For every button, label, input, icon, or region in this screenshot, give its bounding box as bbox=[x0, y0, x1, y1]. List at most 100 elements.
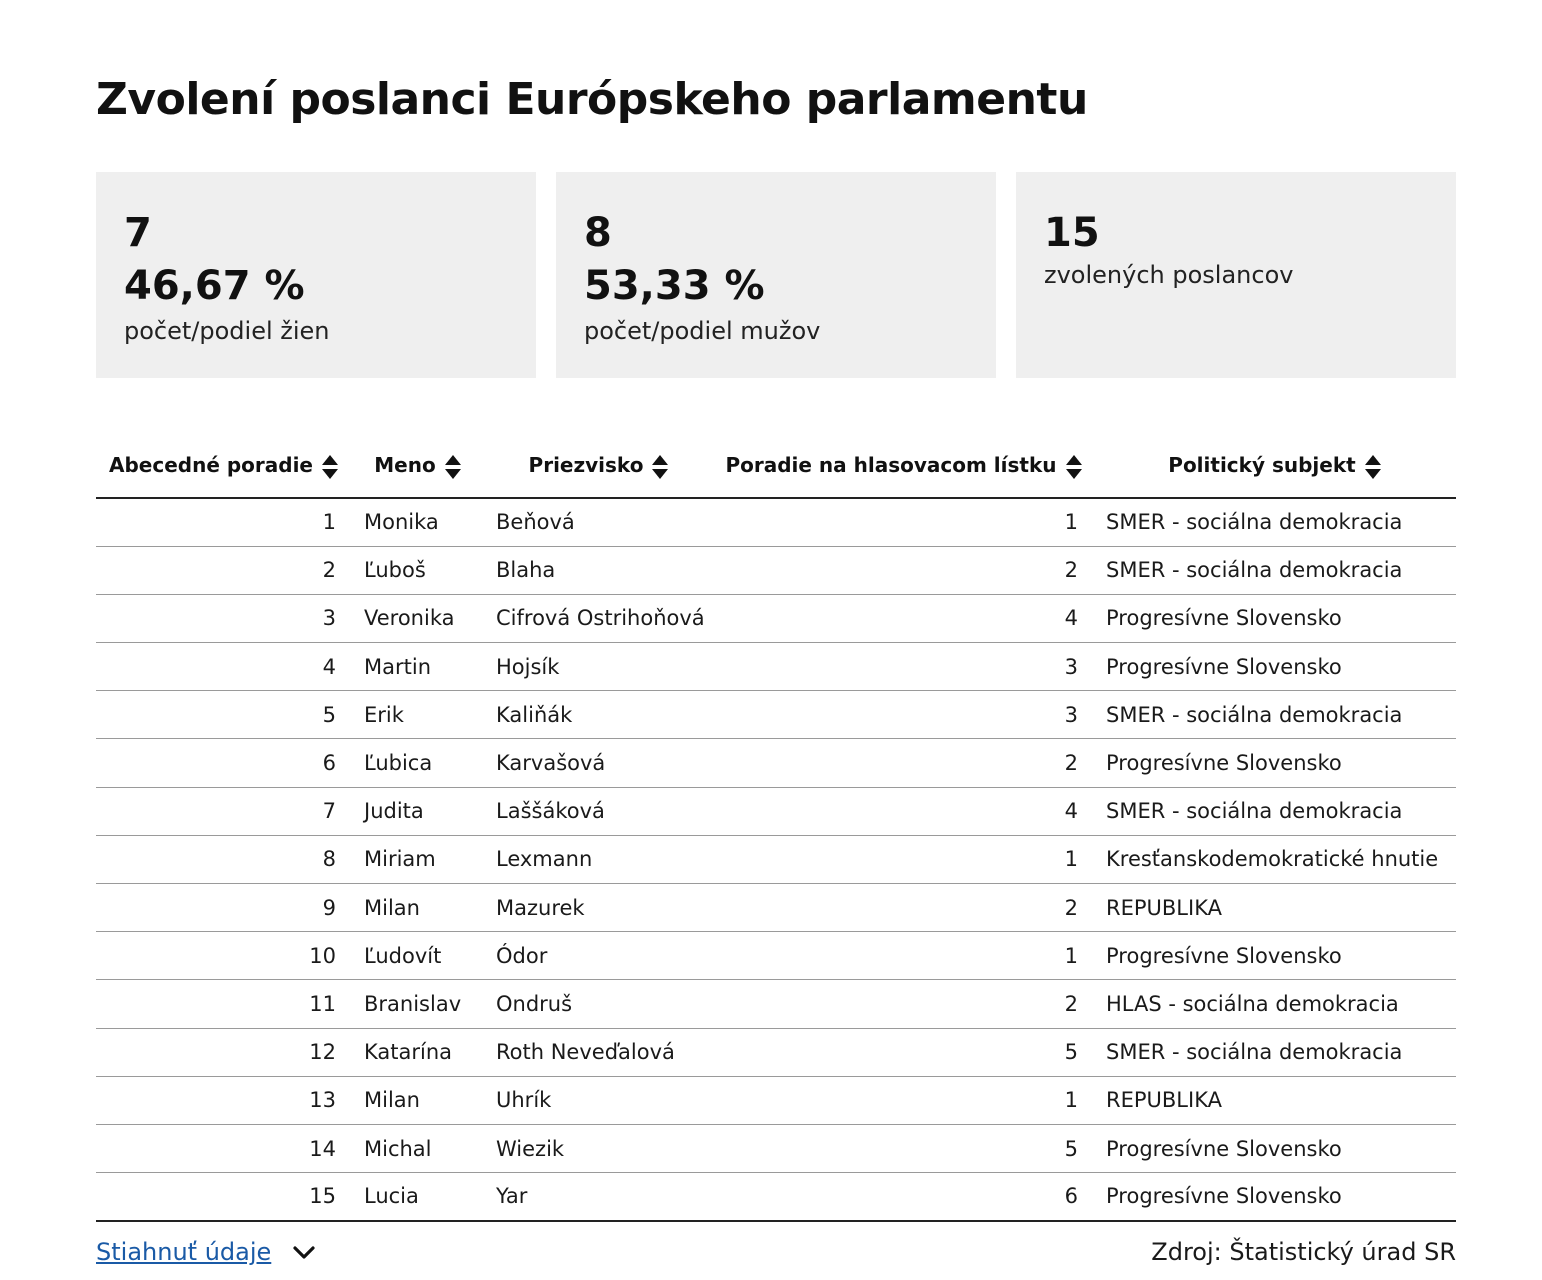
cell-last-name: Ódor bbox=[484, 931, 714, 981]
cell-party: Progresívne Slovensko bbox=[1094, 1124, 1456, 1174]
column-header-order[interactable]: Abecedné poradie bbox=[96, 436, 352, 499]
cell-ballot-order: 2 bbox=[714, 738, 1094, 788]
cell-ballot-order: 1 bbox=[714, 835, 1094, 885]
cell-party: HLAS - sociálna demokracia bbox=[1094, 979, 1456, 1029]
cell-order: 12 bbox=[96, 1028, 352, 1077]
cell-party: SMER - sociálna demokracia bbox=[1094, 787, 1456, 836]
cell-party: Progresívne Slovensko bbox=[1094, 1172, 1456, 1222]
download-data-link[interactable]: Stiahnuť údaje bbox=[96, 1238, 315, 1266]
cell-first-name: Ľudovít bbox=[352, 931, 484, 981]
table-row: 5 Erik Kaliňák 3 SMER - sociálna demokracia bbox=[96, 690, 1456, 740]
cell-ballot-order: 1 bbox=[714, 498, 1094, 547]
table-row: 3 Veronika Cifrová Ostrihoňová 4 Progresívne… bbox=[96, 594, 1456, 644]
column-header-party[interactable]: Politický subjekt bbox=[1094, 436, 1456, 499]
cell-first-name: Michal bbox=[352, 1124, 484, 1174]
column-header-label: Abecedné poradie bbox=[108, 453, 313, 478]
column-header-label: Priezvisko bbox=[528, 453, 644, 478]
sort-updown-icon[interactable] bbox=[651, 454, 669, 480]
cell-last-name: Hojsík bbox=[484, 642, 714, 692]
cell-ballot-order: 2 bbox=[714, 979, 1094, 1029]
stat-count: 7 bbox=[124, 210, 152, 256]
table-row: 13 Milan Uhrík 1 REPUBLIKA bbox=[96, 1076, 1456, 1125]
stat-label: počet/podiel žien bbox=[124, 317, 330, 345]
sort-updown-icon[interactable] bbox=[444, 454, 462, 480]
cell-first-name: Katarína bbox=[352, 1028, 484, 1077]
cell-ballot-order: 5 bbox=[714, 1124, 1094, 1174]
cell-ballot-order: 3 bbox=[714, 690, 1094, 740]
cell-last-name: Laššáková bbox=[484, 787, 714, 836]
table-row: 1 Monika Beňová 1 SMER - sociálna demokracia bbox=[96, 498, 1456, 547]
sort-updown-icon[interactable] bbox=[321, 454, 339, 480]
chevron-down-icon[interactable] bbox=[293, 1238, 315, 1266]
stat-card-men: 8 53,33 % počet/podiel mužov bbox=[556, 172, 996, 378]
table-row: 12 Katarína Roth Neveďalová 5 SMER - sociáln… bbox=[96, 1028, 1456, 1077]
column-header-last-name[interactable]: Priezvisko bbox=[484, 436, 714, 499]
column-header-label: Meno bbox=[374, 453, 436, 478]
cell-party: Progresívne Slovensko bbox=[1094, 594, 1456, 644]
column-header-first-name[interactable]: Meno bbox=[352, 436, 484, 499]
table-row: 6 Ľubica Karvašová 2 Progresívne Slovensko bbox=[96, 738, 1456, 788]
cell-last-name: Lexmann bbox=[484, 835, 714, 885]
table-row: 2 Ľuboš Blaha 2 SMER - sociálna demokracia bbox=[96, 546, 1456, 595]
column-header-ballot-order[interactable]: Poradie na hlasovacom lístku bbox=[714, 436, 1094, 499]
cell-last-name: Yar bbox=[484, 1172, 714, 1222]
cell-ballot-order: 3 bbox=[714, 642, 1094, 692]
table-row: 11 Branislav Ondruš 2 HLAS - sociálna demokr… bbox=[96, 979, 1456, 1029]
stat-card-total: 15 zvolených poslancov bbox=[1016, 172, 1456, 378]
stat-count: 15 bbox=[1044, 210, 1100, 256]
cell-order: 9 bbox=[96, 883, 352, 933]
cell-first-name: Milan bbox=[352, 1076, 484, 1125]
cell-ballot-order: 6 bbox=[714, 1172, 1094, 1222]
table-row: 7 Judita Laššáková 4 SMER - sociálna demokra… bbox=[96, 787, 1456, 836]
cell-last-name: Karvašová bbox=[484, 738, 714, 788]
cell-first-name: Ľuboš bbox=[352, 546, 484, 595]
cell-first-name: Erik bbox=[352, 690, 484, 740]
cell-first-name: Monika bbox=[352, 498, 484, 547]
stat-card-women: 7 46,67 % počet/podiel žien bbox=[96, 172, 536, 378]
stat-count: 8 bbox=[584, 210, 612, 256]
column-header-label: Politický subjekt bbox=[1168, 453, 1356, 478]
cell-first-name: Lucia bbox=[352, 1172, 484, 1222]
sort-updown-icon[interactable] bbox=[1364, 454, 1382, 480]
table-body: 1 Monika Beňová 1 SMER - sociálna demokracia… bbox=[96, 498, 1456, 1222]
cell-first-name: Milan bbox=[352, 883, 484, 933]
table-row: 4 Martin Hojsík 3 Progresívne Slovensko bbox=[96, 642, 1456, 692]
stat-percent: 46,67 % bbox=[124, 263, 305, 309]
source-note: Zdroj: Štatistický úrad SR bbox=[1151, 1238, 1456, 1266]
cell-ballot-order: 4 bbox=[714, 787, 1094, 836]
cell-order: 1 bbox=[96, 498, 352, 547]
cell-order: 8 bbox=[96, 835, 352, 885]
cell-last-name: Uhrík bbox=[484, 1076, 714, 1125]
download-data-label: Stiahnuť údaje bbox=[96, 1238, 272, 1266]
table-row: 8 Miriam Lexmann 1 Kresťanskodemokratické hn… bbox=[96, 835, 1456, 885]
sort-updown-icon[interactable] bbox=[1065, 454, 1083, 480]
cell-order: 10 bbox=[96, 931, 352, 981]
cell-order: 14 bbox=[96, 1124, 352, 1174]
cell-order: 2 bbox=[96, 546, 352, 595]
cell-last-name: Beňová bbox=[484, 498, 714, 547]
cell-order: 13 bbox=[96, 1076, 352, 1125]
cell-first-name: Martin bbox=[352, 642, 484, 692]
cell-ballot-order: 2 bbox=[714, 546, 1094, 595]
cell-party: REPUBLIKA bbox=[1094, 1076, 1456, 1125]
cell-first-name: Branislav bbox=[352, 979, 484, 1029]
cell-last-name: Wiezik bbox=[484, 1124, 714, 1174]
cell-party: Progresívne Slovensko bbox=[1094, 642, 1456, 692]
cell-last-name: Kaliňák bbox=[484, 690, 714, 740]
cell-last-name: Blaha bbox=[484, 546, 714, 595]
table-row: 10 Ľudovít Ódor 1 Progresívne Slovensko bbox=[96, 931, 1456, 981]
cell-party: Progresívne Slovensko bbox=[1094, 738, 1456, 788]
page-title: Zvolení poslanci Európskeho parlamentu bbox=[96, 74, 1088, 125]
cell-first-name: Judita bbox=[352, 787, 484, 836]
cell-order: 7 bbox=[96, 787, 352, 836]
cell-party: Progresívne Slovensko bbox=[1094, 931, 1456, 981]
cell-ballot-order: 2 bbox=[714, 883, 1094, 933]
table-header-row: Abecedné poradie Meno Priezvisko Poradie… bbox=[96, 436, 1456, 499]
results-table-container: Abecedné poradie Meno Priezvisko Poradie… bbox=[96, 436, 1456, 1222]
stat-label: počet/podiel mužov bbox=[584, 317, 821, 345]
cell-last-name: Ondruš bbox=[484, 979, 714, 1029]
cell-order: 4 bbox=[96, 642, 352, 692]
results-table: Abecedné poradie Meno Priezvisko Poradie… bbox=[96, 436, 1456, 1222]
cell-ballot-order: 1 bbox=[714, 931, 1094, 981]
cell-order: 3 bbox=[96, 594, 352, 644]
